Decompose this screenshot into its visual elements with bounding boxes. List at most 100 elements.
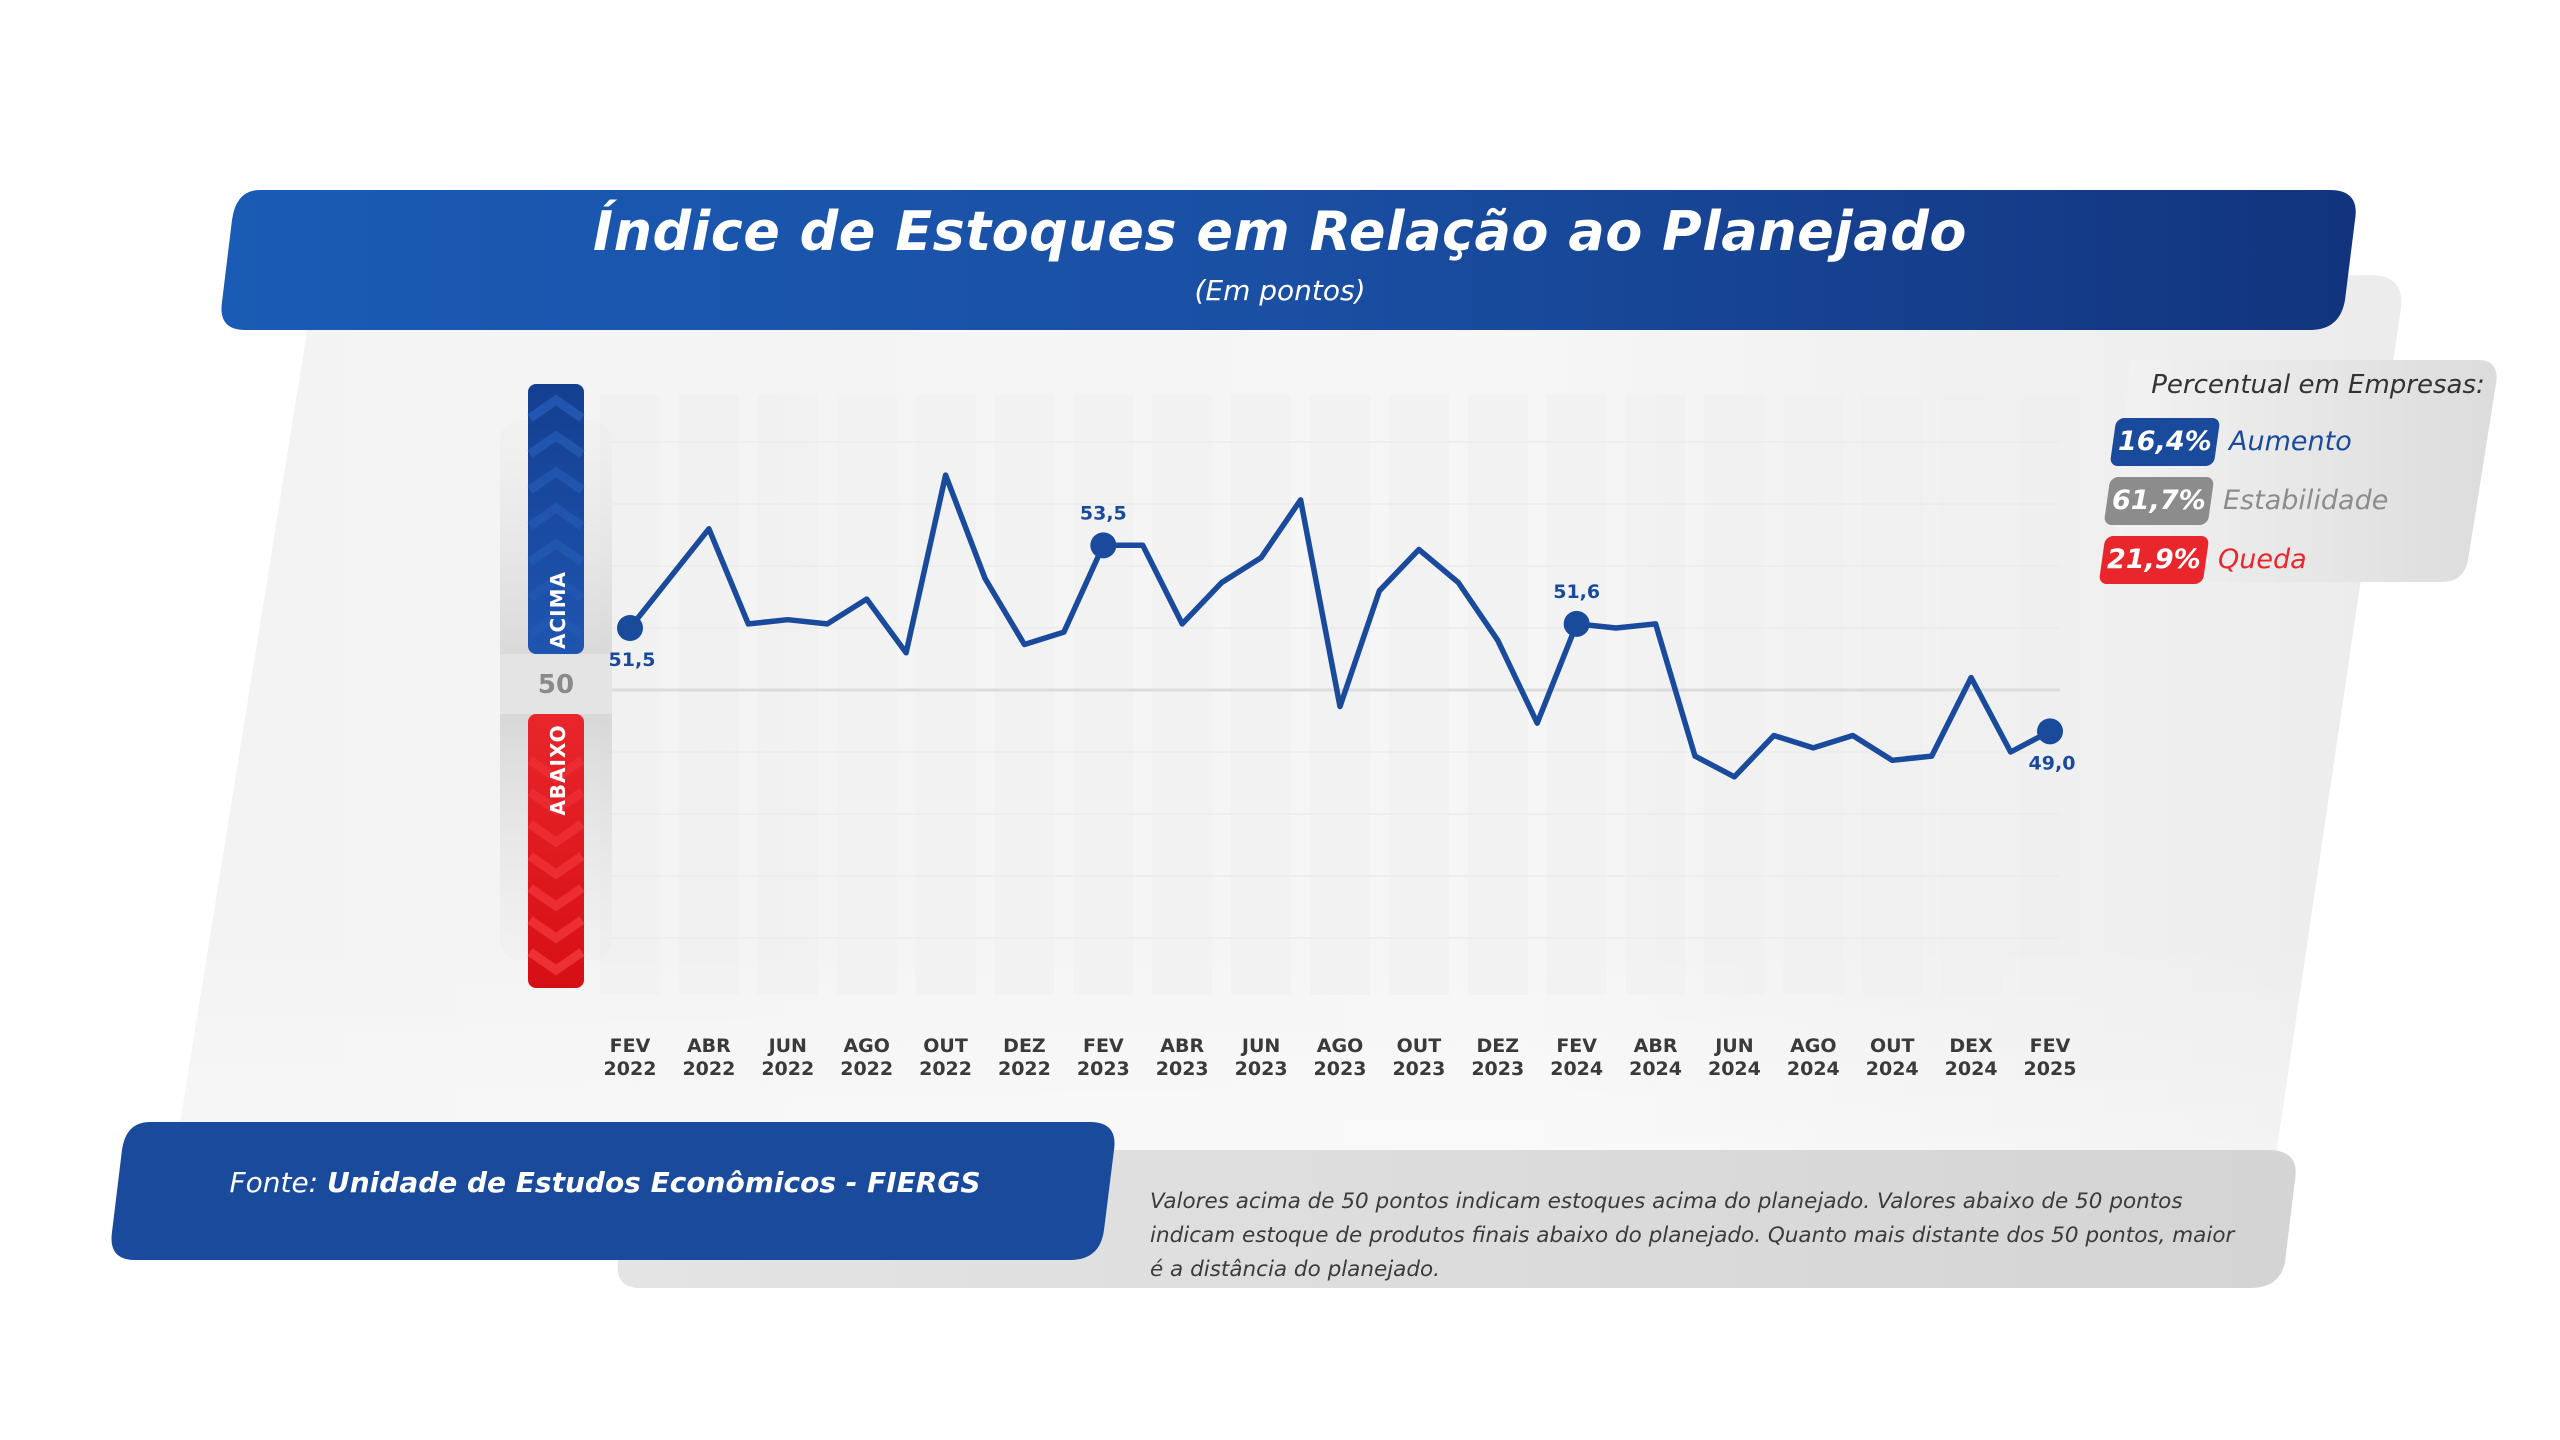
scale-below-label: ABAIXO: [546, 724, 570, 815]
source-name: Unidade de Estudos Econômicos - FIERGS: [327, 1166, 981, 1199]
legend-label-aumento: Aumento: [2229, 426, 2352, 457]
footnote: Valores acima de 50 pontos indicam estoq…: [1150, 1189, 2235, 1282]
chevron-up-icon: [527, 394, 585, 422]
grid-column: [836, 395, 897, 995]
chevron-up-icon: [527, 574, 585, 602]
grid: [600, 395, 2080, 995]
data-point: [1563, 610, 1590, 637]
chevron-down-icons: [527, 756, 585, 976]
x-tick-month: FEV: [610, 1035, 651, 1057]
data-point: [1090, 532, 1117, 559]
x-tick-month: DEZ: [1477, 1035, 1520, 1057]
x-tick-year: 2023: [1235, 1058, 1288, 1080]
x-tick-year: 2024: [1866, 1058, 1919, 1080]
grid-column: [1152, 395, 1213, 995]
x-tick-year: 2022: [919, 1058, 972, 1080]
data-label: 49,0: [2029, 752, 2076, 774]
scale-below-bar: [528, 714, 584, 988]
legend-badge-aumento: 16,4%: [2109, 418, 2221, 466]
x-tick-month: OUT: [1870, 1035, 1915, 1057]
chevron-down-icon: [527, 916, 585, 944]
source-text: Fonte: Unidade de Estudos Econômicos - F…: [120, 1166, 1090, 1199]
x-tick-month: AGO: [1317, 1035, 1363, 1057]
chevron-up-icon: [527, 610, 585, 638]
data-label: 51,6: [1553, 581, 1600, 603]
source-banner: [111, 1122, 1115, 1260]
grid-column: [915, 395, 976, 995]
data-label: 53,5: [1080, 502, 1127, 524]
x-tick-year: 2024: [1945, 1058, 1998, 1080]
x-tick-year: 2022: [682, 1058, 735, 1080]
grid-column: [1783, 395, 1844, 995]
grid-column: [2020, 395, 2080, 995]
x-tick-year: 2023: [1314, 1058, 1367, 1080]
x-tick-month: DEX: [1949, 1035, 1993, 1057]
source-prefix: Fonte:: [229, 1166, 319, 1199]
x-tick-month: ABR: [1160, 1035, 1204, 1057]
x-tick-year: 2022: [604, 1058, 657, 1080]
chevron-down-icon: [527, 788, 585, 816]
scale-bar: ACIMA 50 ABAIXO: [500, 384, 612, 988]
scale-neutral-band: [500, 654, 612, 714]
x-tick-month: DEZ: [1003, 1035, 1046, 1057]
grid-column: [1231, 395, 1292, 995]
x-tick-year: 2023: [1471, 1058, 1524, 1080]
x-tick-year: 2024: [1629, 1058, 1682, 1080]
x-tick-month: FEV: [2030, 1035, 2071, 1057]
scale-above-bar: [528, 384, 584, 654]
x-tick-year: 2023: [1156, 1058, 1209, 1080]
x-tick-month: AGO: [1790, 1035, 1836, 1057]
chart-title: Índice de Estoques em Relação ao Planeja…: [593, 200, 1967, 263]
legend-item-aumento: 16,4% Aumento: [2109, 418, 2453, 466]
chevron-down-icon: [527, 756, 585, 784]
x-tick-year: 2022: [761, 1058, 814, 1080]
x-tick-year: 2024: [1787, 1058, 1840, 1080]
chevron-up-icon: [527, 430, 585, 458]
legend-badge-queda: 21,9%: [2098, 536, 2210, 584]
legend-item-queda: 21,9% Queda: [2098, 536, 2442, 584]
x-tick-month: JUN: [767, 1035, 807, 1057]
x-tick-month: AGO: [843, 1035, 889, 1057]
grid-column: [1862, 395, 1923, 995]
x-tick-year: 2024: [1550, 1058, 1603, 1080]
series-line: [627, 472, 2053, 780]
x-tick-year: 2022: [998, 1058, 1051, 1080]
legend-badge-estabilidade: 61,7%: [2103, 477, 2215, 525]
x-tick-month: ABR: [687, 1035, 731, 1057]
title-banner: [221, 190, 2356, 330]
legend-label-queda: Queda: [2218, 544, 2307, 575]
grid-column: [1546, 395, 1607, 995]
data-point: [2037, 718, 2063, 745]
chevron-up-icon: [527, 466, 585, 494]
legend-label-estabilidade: Estabilidade: [2223, 485, 2389, 516]
x-tick-month: OUT: [1397, 1035, 1442, 1057]
scale-above-label: ACIMA: [546, 571, 570, 649]
chevron-down-icon: [527, 852, 585, 880]
chevron-up-icons: [527, 394, 585, 638]
x-tick-month: JUN: [1713, 1035, 1753, 1057]
grid-column: [678, 395, 739, 995]
grid-column: [1704, 395, 1765, 995]
grid-column: [1388, 395, 1449, 995]
grid-column: [1073, 395, 1134, 995]
chevron-up-icon: [527, 538, 585, 566]
x-tick-month: ABR: [1634, 1035, 1678, 1057]
grid-column: [757, 395, 818, 995]
chevron-down-icon: [527, 948, 585, 976]
x-tick-year: 2023: [1392, 1058, 1445, 1080]
x-tick-month: JUN: [1240, 1035, 1280, 1057]
grid-column: [1941, 395, 2002, 995]
x-tick-month: OUT: [923, 1035, 968, 1057]
x-tick-year: 2024: [1708, 1058, 1761, 1080]
x-tick-year: 2025: [2024, 1058, 2077, 1080]
x-tick-month: FEV: [1083, 1035, 1124, 1057]
legend-title: Percentual em Empresas:: [2151, 370, 2485, 400]
x-tick-year: 2023: [1077, 1058, 1130, 1080]
chevron-down-icon: [527, 884, 585, 912]
x-tick-month: FEV: [1556, 1035, 1597, 1057]
chevron-up-icon: [527, 502, 585, 530]
data-point: [617, 615, 643, 641]
x-tick-year: 2022: [840, 1058, 893, 1080]
legend-panel: [2112, 360, 2497, 582]
